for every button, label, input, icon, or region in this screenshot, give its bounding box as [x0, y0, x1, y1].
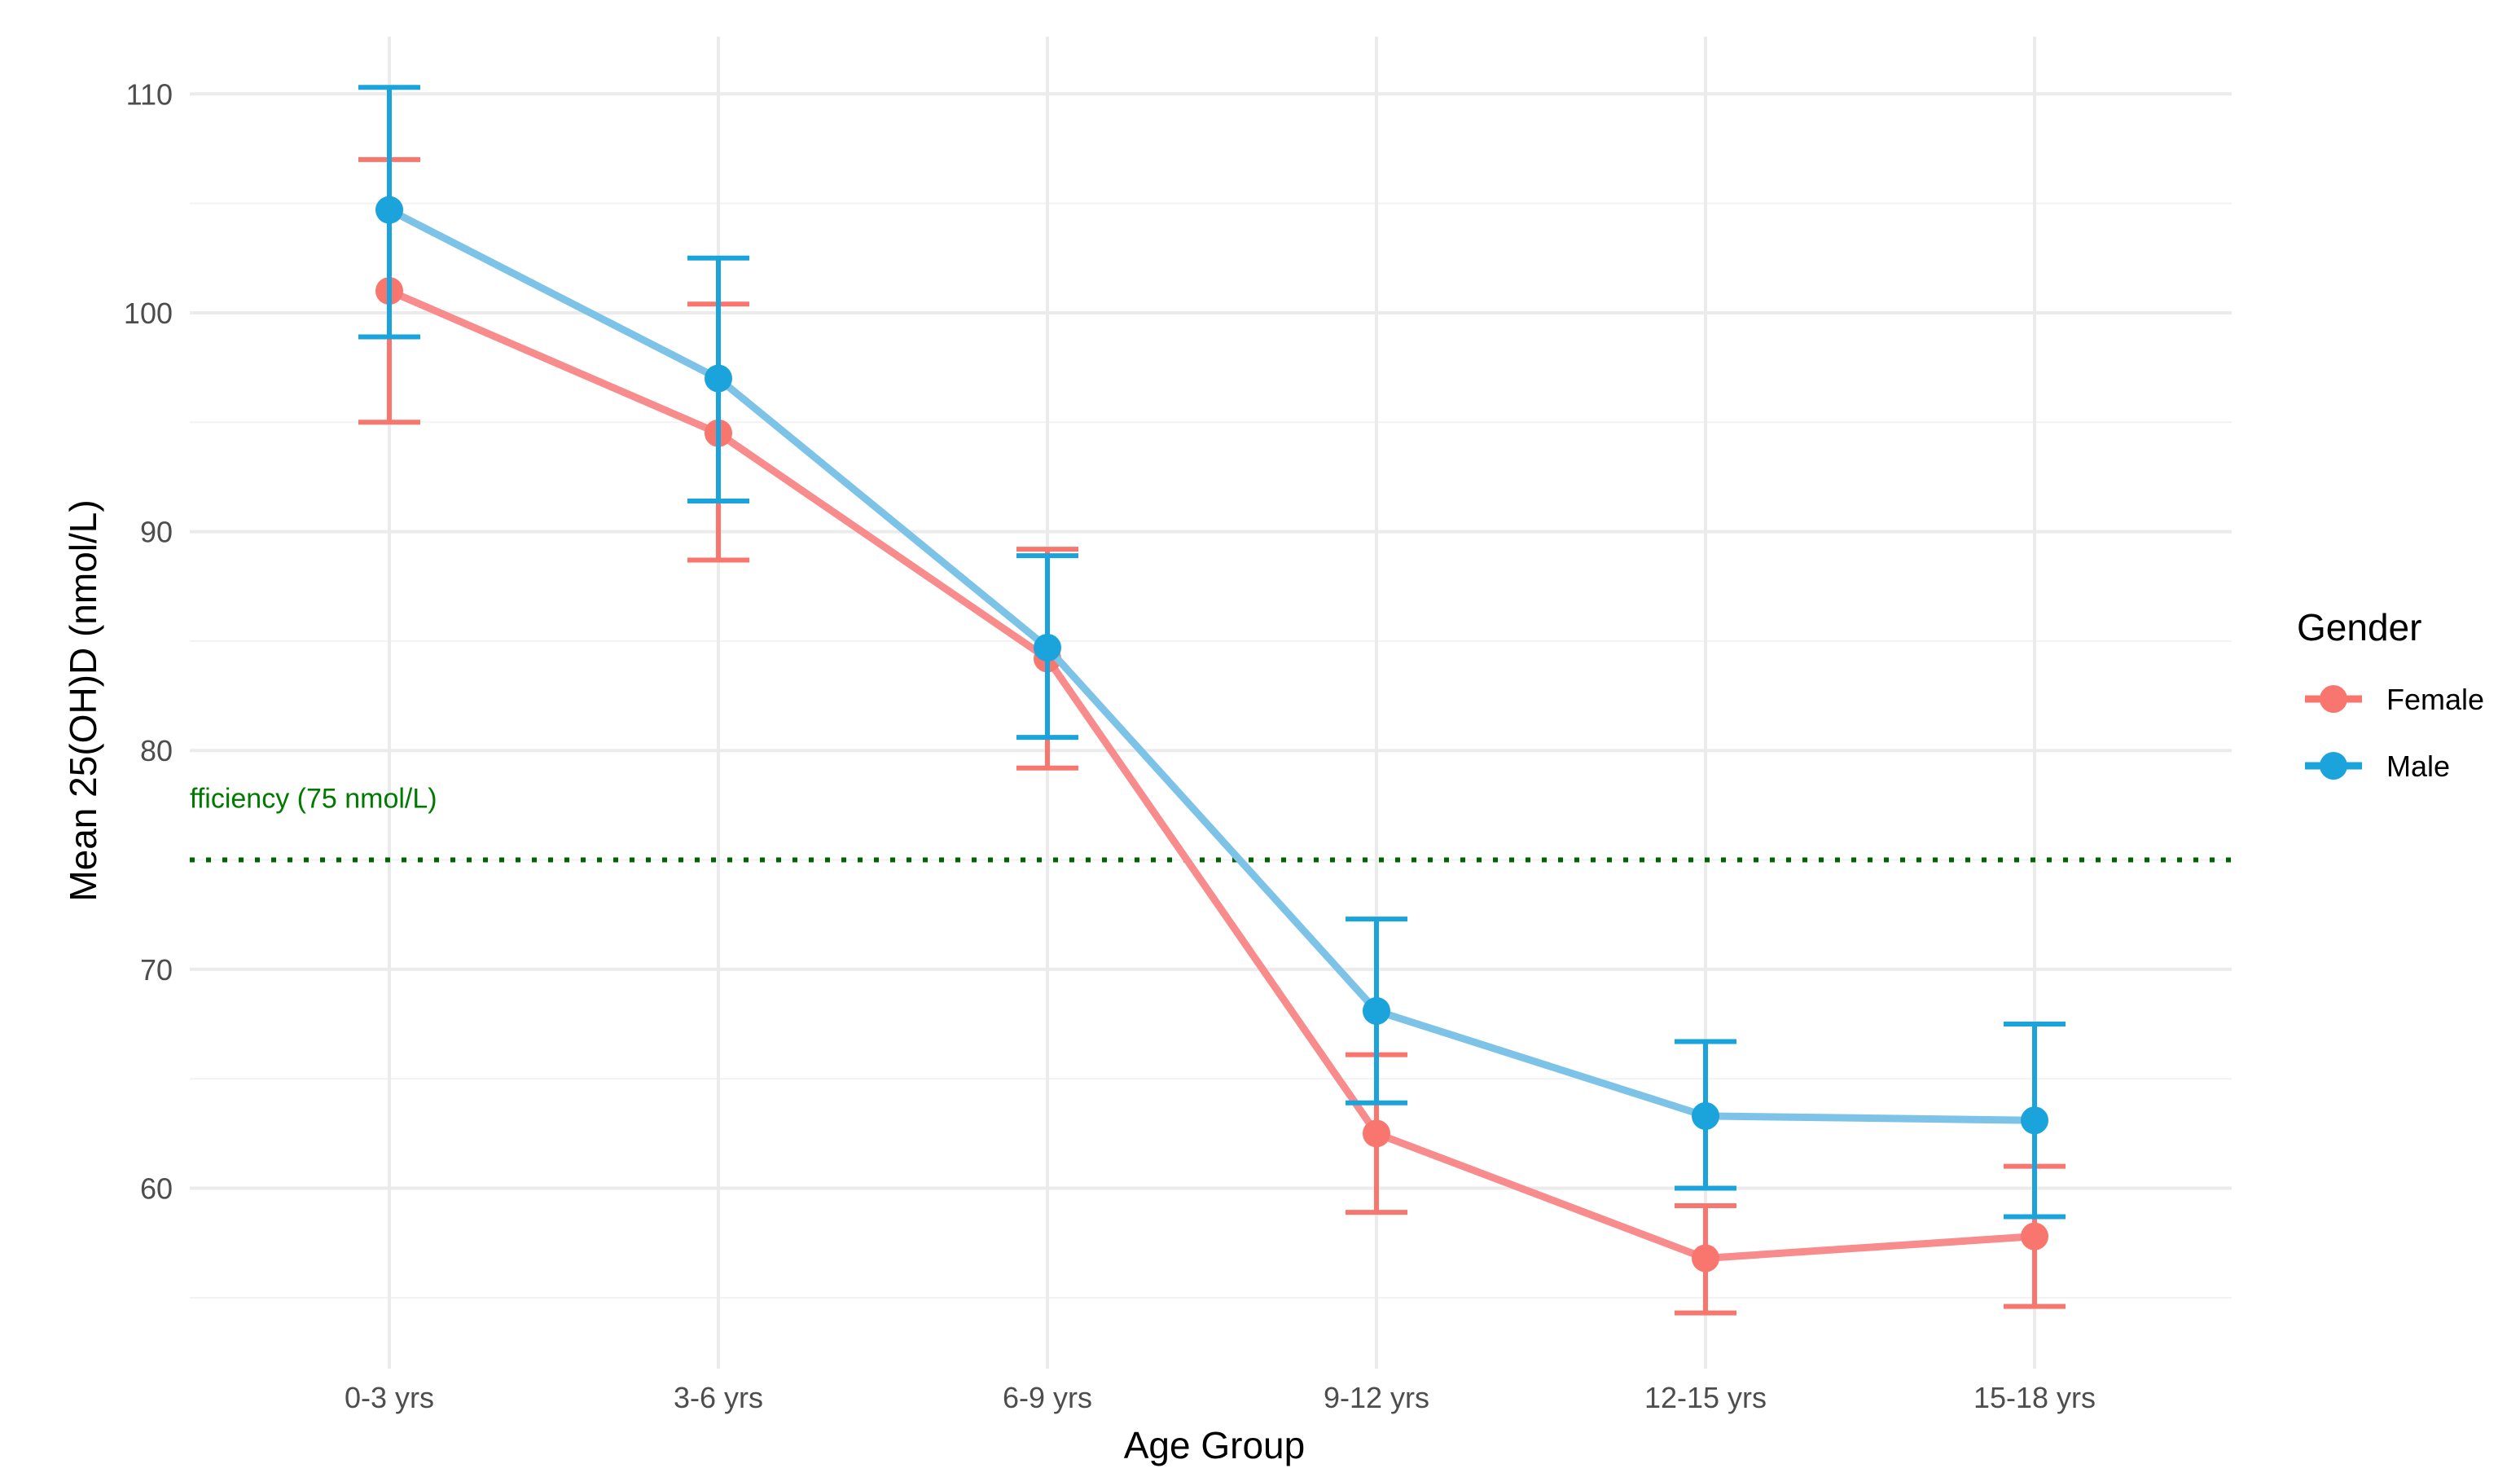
y-tick-label: 70 — [140, 953, 173, 987]
data-point — [2021, 1222, 2048, 1251]
reference-line-label: fficiency (75 nmol/L) — [190, 784, 437, 815]
axes: 60 70 80 90 100 110 0-3 yrs 3-6 yrs 6-9 yrs 9-12 … — [124, 77, 2096, 1414]
legend-item-female: Female — [2305, 683, 2484, 716]
legend-items: Female Male — [2305, 683, 2484, 783]
x-tick-label: 0-3 yrs — [345, 1381, 434, 1414]
data-point — [375, 196, 403, 224]
y-axis-title: Mean 25(OH)D (nmol/L) — [62, 499, 104, 901]
series-line-female — [385, 287, 2039, 1262]
legend-key-point — [2320, 685, 2347, 713]
legend-item-male: Male — [2305, 749, 2450, 783]
data-point — [1363, 996, 1390, 1025]
series-female — [358, 156, 2066, 1316]
legend-label: Female — [2386, 683, 2484, 716]
y-tick-label: 90 — [140, 516, 173, 549]
data-point — [1692, 1244, 1719, 1273]
series-male — [358, 85, 2066, 1220]
legend-key-point — [2320, 752, 2347, 780]
grid — [190, 37, 2232, 1369]
x-tick-label: 6-9 yrs — [1003, 1381, 1092, 1414]
x-tick-label: 3-6 yrs — [674, 1381, 763, 1414]
data-point — [1692, 1101, 1719, 1130]
legend-title: Gender — [2297, 606, 2421, 648]
x-axis-title: Age Group — [1124, 1424, 1305, 1466]
data-point — [1034, 633, 1061, 662]
y-tick-label: 100 — [124, 297, 173, 330]
series-group — [358, 85, 2066, 1316]
data-point — [1363, 1119, 1390, 1148]
x-tick-label: 12-15 yrs — [1644, 1381, 1767, 1414]
data-point — [2021, 1106, 2048, 1135]
x-tick-label: 15-18 yrs — [1973, 1381, 2096, 1414]
y-tick-label: 60 — [140, 1172, 173, 1206]
series-line-male — [385, 206, 2039, 1124]
x-tick-label: 9-12 yrs — [1324, 1381, 1429, 1414]
data-point — [705, 364, 732, 393]
legend-label: Male — [2386, 749, 2450, 783]
y-tick-label: 110 — [126, 77, 173, 111]
y-tick-label: 80 — [140, 734, 173, 767]
legend: Gender Female Male — [2297, 606, 2484, 783]
reference-line-group: fficiency (75 nmol/L) — [190, 784, 2232, 863]
